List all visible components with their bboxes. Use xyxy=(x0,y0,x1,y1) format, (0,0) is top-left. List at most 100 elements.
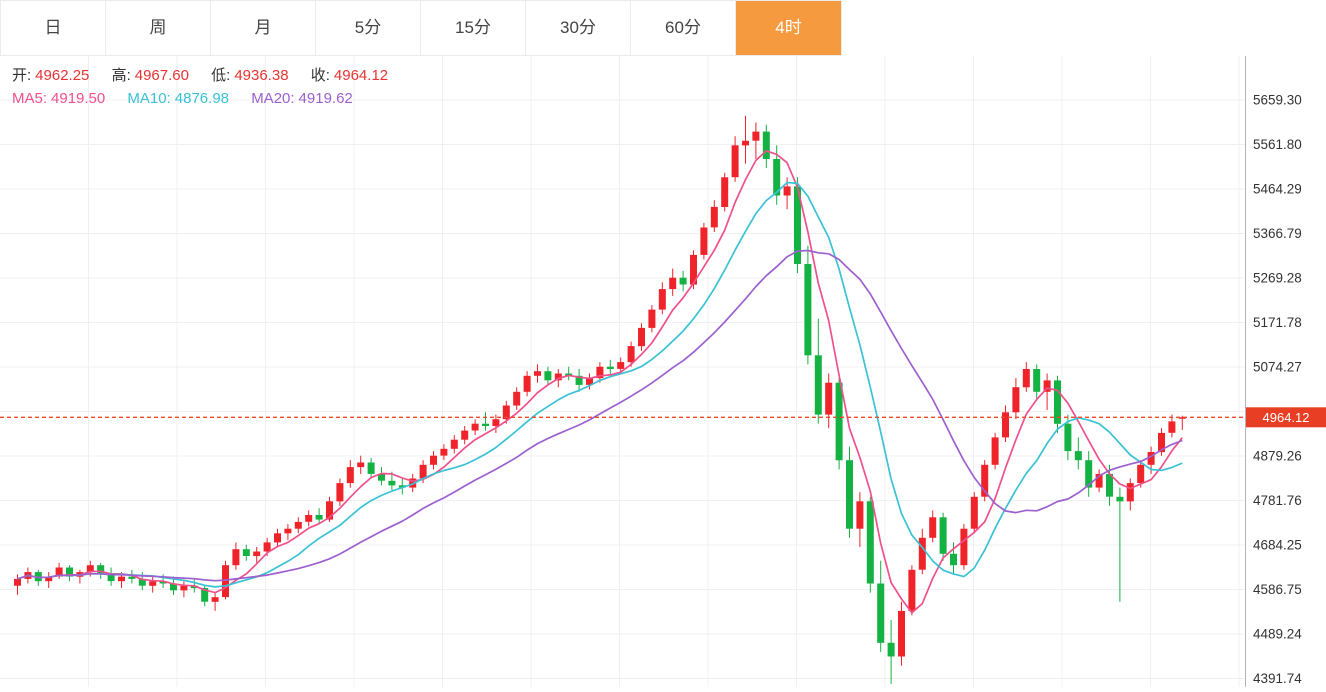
candle-up xyxy=(981,464,989,497)
candle-up xyxy=(669,277,677,290)
candle-up xyxy=(825,382,833,415)
candle-up xyxy=(1022,369,1030,388)
y-axis-label: 4781.76 xyxy=(1253,493,1302,508)
candle-up xyxy=(118,576,125,582)
ohlc-legend: 开: 4962.25 高: 4967.60 低: 4936.38 收: 4964.12 xyxy=(12,64,406,85)
candle-up xyxy=(918,537,926,570)
y-axis-label: 4391.74 xyxy=(1253,671,1302,686)
y-axis-label: 4586.75 xyxy=(1253,582,1302,597)
tab-4hour[interactable]: 4时 xyxy=(736,1,841,55)
candle-up xyxy=(346,467,354,484)
tab-month[interactable]: 月 xyxy=(211,1,316,55)
candle-down xyxy=(1116,496,1124,502)
current-price-tag xyxy=(1246,407,1326,428)
candle-up xyxy=(45,576,53,582)
open-label: 开: xyxy=(12,67,32,84)
candle-down xyxy=(575,375,583,385)
candle-up xyxy=(752,131,760,141)
candle-up xyxy=(1002,412,1009,438)
candle-up xyxy=(222,565,229,598)
candle-down xyxy=(1085,460,1093,488)
candle-up xyxy=(450,439,458,449)
y-axis-label: 5561.80 xyxy=(1253,137,1302,152)
close-label: 收: xyxy=(310,67,330,84)
candle-down xyxy=(544,371,552,381)
y-axis-label: 4489.24 xyxy=(1253,627,1302,642)
candle-up xyxy=(1158,432,1165,453)
candle-up xyxy=(960,528,968,566)
candle-down xyxy=(866,501,874,584)
ma20-line xyxy=(17,249,1183,582)
candle-down xyxy=(190,585,198,589)
ma20-legend: MA20: 4919.62 xyxy=(251,90,353,107)
ma5-line xyxy=(17,149,1183,614)
tab-15min[interactable]: 15分 xyxy=(421,1,526,55)
candle-up xyxy=(638,327,645,347)
candle-up xyxy=(617,362,625,369)
ma10-legend: MA10: 4876.98 xyxy=(127,90,230,107)
ma-legend: MA5: 4919.50 MA10: 4876.98 MA20: 4919.62 xyxy=(12,90,371,107)
candle-up xyxy=(1095,473,1103,488)
chart-area[interactable]: 4964.12 5659.30 5561.80 5464.29 5366.79 5269.… xyxy=(0,56,1326,687)
y-axis-label: 5659.30 xyxy=(1253,93,1302,108)
tab-60min[interactable]: 60分 xyxy=(631,1,736,55)
candle-down xyxy=(170,583,177,591)
tab-week[interactable]: 周 xyxy=(106,1,211,55)
candle-down xyxy=(1074,451,1082,461)
candle-down xyxy=(159,581,167,584)
timeframe-tabbar: 日 周 月 5分 15分 30分 60分 4时 xyxy=(0,0,842,56)
candle-down xyxy=(482,423,489,426)
candle-up xyxy=(263,542,271,552)
candle-up xyxy=(502,405,510,420)
candle-down xyxy=(846,460,853,529)
candle-up xyxy=(690,254,697,285)
candle-down xyxy=(128,576,136,579)
candle-up xyxy=(253,551,261,557)
candle-up xyxy=(430,455,437,465)
candle-down xyxy=(315,515,323,520)
kline-chart[interactable]: 4964.12 5659.30 5561.80 5464.29 5366.79 5269.… xyxy=(0,56,1326,687)
candle-up xyxy=(1137,464,1145,484)
candle-down xyxy=(606,366,614,369)
candle-down xyxy=(1064,423,1072,452)
tab-30min[interactable]: 30分 xyxy=(526,1,631,55)
candle-down xyxy=(138,578,146,586)
y-axis-label: 4684.25 xyxy=(1253,538,1302,553)
candle-up xyxy=(1168,421,1176,433)
candle-up xyxy=(471,423,479,431)
candle-up xyxy=(492,419,500,426)
candle-up xyxy=(419,464,427,479)
current-price-tag-value: 4964.12 xyxy=(1263,410,1310,425)
tab-day[interactable]: 日 xyxy=(1,1,106,55)
candle-up xyxy=(211,597,219,602)
candle-down xyxy=(887,642,895,657)
candle-up xyxy=(55,567,63,577)
candle-up xyxy=(970,496,978,529)
candle-up xyxy=(336,483,344,502)
candle-down xyxy=(107,574,115,582)
candle-down xyxy=(378,473,385,481)
candle-down xyxy=(679,277,687,285)
candle-up xyxy=(742,140,749,146)
candle-up xyxy=(856,501,864,529)
candle-up xyxy=(731,145,739,178)
candle-up xyxy=(1012,387,1020,413)
candle-down xyxy=(835,382,843,461)
low-value: 4936.38 xyxy=(234,67,289,84)
high-value: 4967.60 xyxy=(134,67,189,84)
candle-down xyxy=(1033,369,1041,392)
candle-up xyxy=(586,378,593,385)
close-value: 4964.12 xyxy=(333,67,389,84)
candle-up xyxy=(440,448,448,456)
candle-down xyxy=(97,565,105,575)
candle-up xyxy=(700,227,708,255)
candle-down xyxy=(950,553,957,566)
candle-up xyxy=(86,565,94,572)
candle-up xyxy=(14,578,21,586)
candle-up xyxy=(1126,483,1134,502)
candle-down xyxy=(939,517,947,554)
open-value: 4962.25 xyxy=(35,67,90,84)
tab-5min[interactable]: 5分 xyxy=(316,1,421,55)
candle-down xyxy=(398,485,406,488)
candle-up xyxy=(180,585,188,591)
